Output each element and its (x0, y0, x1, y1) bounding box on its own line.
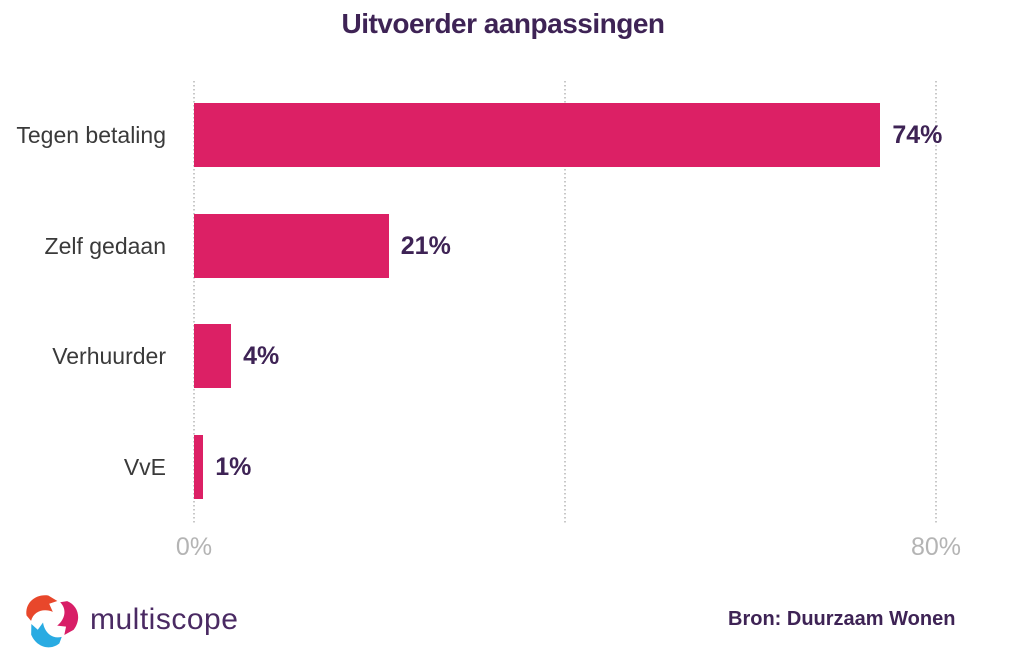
chart-title: Uitvoerder aanpassingen (341, 8, 665, 39)
bar (194, 103, 881, 167)
bar (194, 213, 389, 278)
value-label: 4% (243, 342, 280, 371)
category-label: VvE (123, 454, 166, 481)
category-label: Verhuurder (52, 343, 166, 370)
source-attribution: Bron: Duurzaam Wonen (728, 608, 956, 630)
category-label: Zelf gedaan (44, 232, 166, 259)
gridline (193, 81, 195, 525)
bar (194, 324, 232, 389)
x-axis: 0% 80% (0, 533, 1024, 563)
x-tick-label: 80% (910, 533, 962, 561)
logo-swoosh-orange (26, 595, 58, 621)
multiscope-logo-icon (26, 595, 79, 648)
x-tick-label: 0% (175, 533, 213, 561)
logo-swoosh-pink (57, 601, 79, 636)
value-label: 21% (400, 231, 451, 260)
logo-swoosh-blue (31, 622, 62, 648)
multiscope-logo: multiscope (22, 591, 238, 649)
gridline (935, 81, 937, 525)
bar (194, 435, 204, 500)
logo-wordmark: multiscope (90, 603, 239, 636)
value-label: 74% (892, 121, 943, 149)
category-label: Tegen betaling (16, 122, 166, 148)
value-label: 1% (215, 453, 252, 482)
plot-area (193, 81, 937, 525)
gridline (564, 81, 566, 525)
